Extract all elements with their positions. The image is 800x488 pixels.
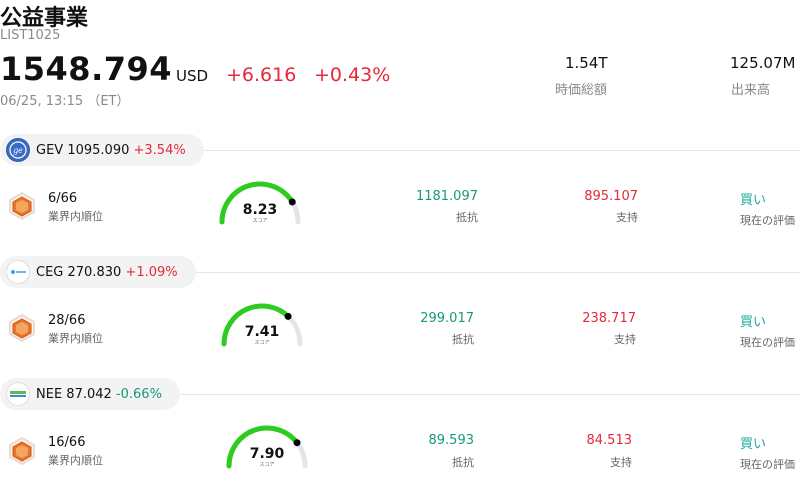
- stock-chip-ceg[interactable]: CEG 270.830 +1.09%: [0, 256, 196, 288]
- ge-vernova-logo-icon: ge: [6, 138, 30, 162]
- score-gauge-fill: [221, 303, 291, 347]
- rank-badge-icon: [9, 313, 35, 343]
- current-rating: 買い: [740, 193, 767, 208]
- stock-chip-nee[interactable]: NEE 87.042 -0.66%: [0, 378, 180, 410]
- stock-price: 270.830: [67, 264, 122, 280]
- resistance-label: 抵抗: [456, 211, 478, 224]
- score-gauge: 8.23 スコア: [219, 181, 301, 225]
- stock-price: 1095.090: [67, 142, 130, 158]
- row-separator: [180, 394, 800, 395]
- industry-rank-label: 業界内順位: [48, 332, 103, 345]
- score-gauge-fill: [226, 425, 300, 469]
- stock-change-percent: -0.66%: [115, 386, 162, 402]
- score-value: 7.90: [250, 446, 285, 462]
- current-rating-label: 現在の評価: [740, 336, 795, 349]
- current-rating: 買い: [740, 315, 767, 330]
- stock-ticker: NEE: [36, 386, 63, 402]
- timestamp: 06/25, 13:15 （ET）: [0, 94, 130, 109]
- score-label: スコア: [259, 462, 274, 468]
- price-change: +6.616: [226, 64, 297, 86]
- support-label: 支持: [614, 333, 636, 346]
- stock-quote: CEG 270.830 +1.09%: [36, 265, 178, 280]
- rank-badge-icon: [9, 436, 35, 466]
- score-gauge-fill: [219, 181, 295, 225]
- score-gauge: 7.90 スコア: [226, 425, 308, 469]
- support-label: 支持: [610, 456, 632, 469]
- support-value: 84.513: [586, 433, 633, 448]
- support-label: 支持: [616, 211, 638, 224]
- current-rating-label: 現在の評価: [740, 214, 795, 227]
- industry-rank: 28/66: [48, 313, 86, 328]
- industry-rank-label: 業界内順位: [48, 454, 103, 467]
- rank-badge-icon: [9, 191, 35, 221]
- resistance-value: 299.017: [420, 311, 474, 326]
- row-separator: [194, 272, 800, 273]
- resistance-label: 抵抗: [452, 456, 474, 469]
- stock-ticker: CEG: [36, 264, 64, 280]
- row-separator: [200, 150, 800, 151]
- market-cap-value: 1.54T: [565, 54, 608, 72]
- svg-text:ge: ge: [13, 146, 23, 155]
- industry-rank: 16/66: [48, 435, 86, 450]
- constellation-logo-icon: [6, 260, 30, 284]
- score-value: 8.23: [243, 202, 278, 218]
- sector-code: LIST1025: [0, 28, 61, 43]
- score-gauge: 7.41 スコア: [221, 303, 303, 347]
- stock-chip-gev[interactable]: ge GEV 1095.090 +3.54%: [0, 134, 204, 166]
- score-gauge-marker: [288, 198, 296, 206]
- nextera-logo-icon: [6, 382, 30, 406]
- stock-ticker: GEV: [36, 142, 64, 158]
- price-change-percent: +0.43%: [314, 64, 391, 86]
- current-rating-label: 現在の評価: [740, 458, 795, 471]
- market-cap-label: 時価総額: [555, 83, 608, 98]
- score-value: 7.41: [245, 324, 280, 340]
- score-label: スコア: [254, 340, 269, 346]
- industry-rank-label: 業界内順位: [48, 210, 103, 223]
- sector-title: 公益事業: [0, 6, 89, 31]
- support-value: 895.107: [584, 189, 638, 204]
- score-gauge-marker: [293, 439, 301, 447]
- current-rating: 買い: [740, 437, 767, 452]
- currency-label: USD: [176, 67, 209, 85]
- stock-quote: GEV 1095.090 +3.54%: [36, 143, 186, 158]
- sector-price: 1548.794: [0, 50, 173, 88]
- volume-value: 125.07M: [730, 54, 796, 72]
- stock-change-percent: +1.09%: [125, 264, 178, 280]
- stock-quote: NEE 87.042 -0.66%: [36, 387, 162, 402]
- volume-label: 出来高: [731, 83, 771, 98]
- score-gauge-marker: [284, 312, 292, 320]
- support-value: 238.717: [582, 311, 636, 326]
- score-label: スコア: [252, 218, 267, 224]
- industry-rank: 6/66: [48, 191, 78, 206]
- stock-price: 87.042: [66, 386, 112, 402]
- resistance-value: 1181.097: [415, 189, 478, 204]
- stock-change-percent: +3.54%: [133, 142, 186, 158]
- resistance-label: 抵抗: [452, 333, 474, 346]
- resistance-value: 89.593: [428, 433, 475, 448]
